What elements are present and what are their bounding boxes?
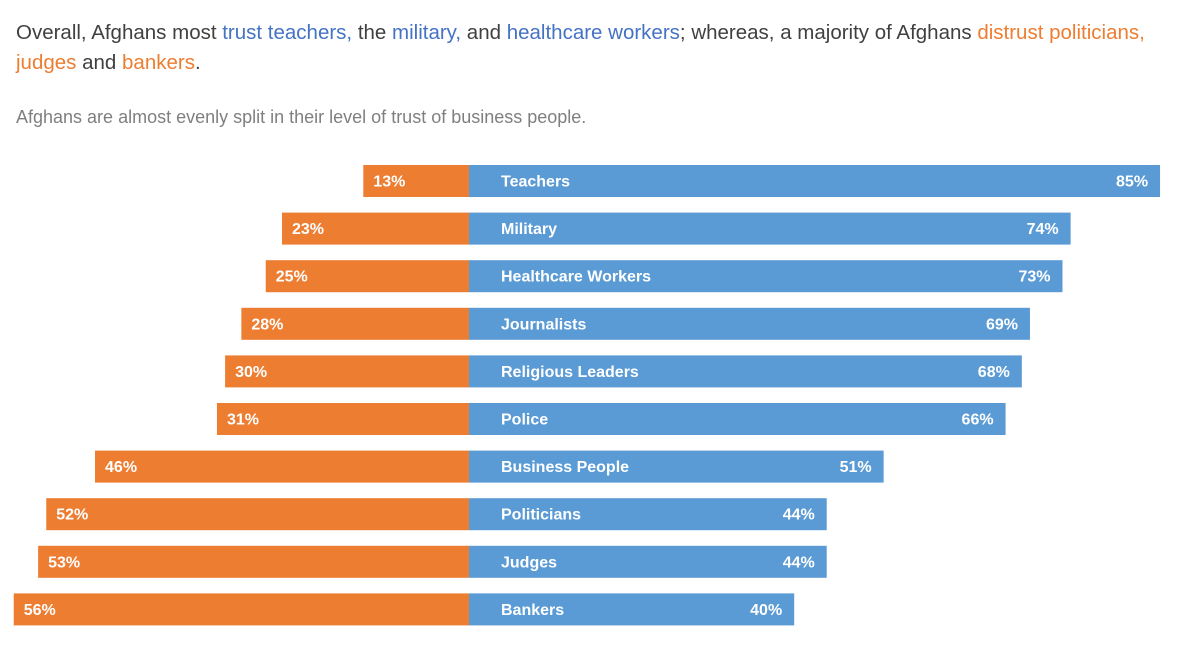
distrust-bar <box>363 165 469 197</box>
chart-subtitle: Afghans are almost evenly split in their… <box>16 107 587 127</box>
distrust-value-label: 56% <box>24 602 56 619</box>
category-label: Religious Leaders <box>501 364 639 381</box>
headline-segment: bankers <box>122 51 195 74</box>
distrust-bar <box>95 450 470 483</box>
trust-bar <box>469 450 884 483</box>
category-label: Politicians <box>501 507 581 524</box>
distrust-bar <box>46 498 470 531</box>
headline-segment: Overall, Afghans most <box>16 21 223 44</box>
category-label: Journalists <box>501 316 586 333</box>
trust-value-label: 40% <box>750 602 782 619</box>
category-label: Business People <box>501 459 629 476</box>
trust-bar <box>469 212 1071 245</box>
distrust-value-label: 53% <box>48 554 80 571</box>
distrust-bar <box>265 260 469 293</box>
trust-value-label: 44% <box>783 507 815 524</box>
distrust-bar <box>216 403 469 435</box>
distrust-value-label: 28% <box>251 316 283 333</box>
trust-value-label: 66% <box>962 412 994 429</box>
distrust-value-label: 46% <box>105 459 137 476</box>
trust-value-label: 74% <box>1027 221 1059 238</box>
distrust-value-label: 25% <box>276 269 308 286</box>
trust-bar <box>469 165 1161 197</box>
distrust-value-label: 30% <box>235 364 267 381</box>
category-label: Judges <box>501 554 557 571</box>
headline-segment: the <box>352 21 393 44</box>
headline-segment: and <box>76 51 123 74</box>
trust-bar <box>469 355 1022 388</box>
distrust-bar <box>282 212 469 245</box>
headline-segment: trust teachers, <box>222 21 353 44</box>
trust-value-label: 69% <box>986 316 1018 333</box>
distrust-bar <box>225 355 469 388</box>
distrust-value-label: 23% <box>292 221 324 238</box>
trust-bar <box>469 593 795 626</box>
distrust-bar <box>241 307 469 340</box>
headline-segment: and <box>461 21 507 44</box>
trust-bar <box>469 260 1063 293</box>
trust-value-label: 68% <box>978 364 1010 381</box>
distrust-value-label: 52% <box>56 507 88 524</box>
category-label: Bankers <box>501 602 564 619</box>
distrust-bar <box>13 593 469 626</box>
trust-value-label: 44% <box>783 554 815 571</box>
headline-segment: healthcare workers <box>506 21 680 44</box>
trust-bar <box>469 498 827 531</box>
trust-bar <box>469 307 1030 340</box>
headline-segment: ; whereas, a majority of Afghans <box>679 21 978 44</box>
trust-bar <box>469 545 827 578</box>
category-label: Teachers <box>501 174 570 191</box>
distrust-value-label: 31% <box>227 412 259 429</box>
trust-value-label: 85% <box>1116 174 1148 191</box>
trust-value-label: 51% <box>840 459 872 476</box>
chart-headline: Overall, Afghans most trust teachers, th… <box>16 18 1186 78</box>
headline-segment: military, <box>392 21 462 44</box>
category-label: Military <box>501 221 557 238</box>
trust-value-label: 73% <box>1018 269 1050 286</box>
category-label: Healthcare Workers <box>501 269 651 286</box>
headline-segment: . <box>194 51 201 74</box>
distrust-value-label: 13% <box>373 174 405 191</box>
trust-bar <box>469 403 1006 435</box>
category-label: Police <box>501 412 548 429</box>
headline-segment: distrust politicians, judges <box>16 21 1145 74</box>
distrust-bar <box>38 545 470 578</box>
